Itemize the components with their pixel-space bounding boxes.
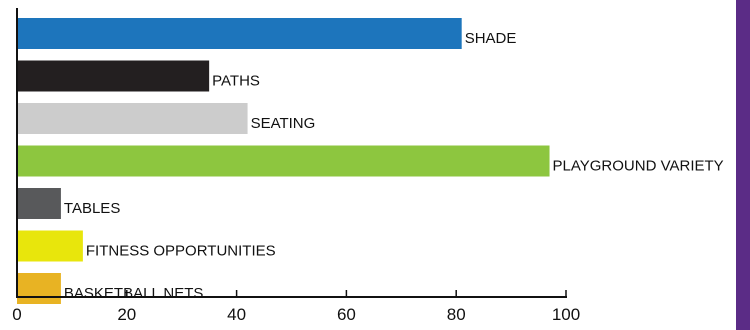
category-label: BASKETBALL NETS [64,285,204,302]
axes-group [16,8,567,298]
bar-fitness-opportunities [17,230,83,262]
category-label: SHADE [465,30,517,47]
x-tick-label: 100 [552,305,580,324]
category-label: SEATING [251,115,316,132]
x-tick-label: 20 [117,305,136,324]
category-label: PLAYGROUND VARIETY [553,158,724,175]
x-ticks-group: 0 20 40 60 80 100 [12,290,580,324]
bar-paths [17,60,210,92]
x-tick-label: 40 [227,305,246,324]
category-label: FITNESS OPPORTUNITIES [86,243,276,260]
bar-basketball-nets [17,273,61,304]
bar-playground-variety [17,145,550,177]
category-label: TABLES [64,200,120,217]
category-label: PATHS [212,73,260,90]
bar-tables [17,188,61,219]
x-tick-label: 60 [337,305,356,324]
x-tick-label: 0 [12,305,21,324]
x-tick-label: 80 [447,305,466,324]
bar-shade [17,18,462,49]
bar-seating [17,103,248,134]
bars-group: SHADE PATHS SEATING PLAYGROUND VARIETY TABLE… [17,18,724,304]
accent-strip [736,0,750,330]
